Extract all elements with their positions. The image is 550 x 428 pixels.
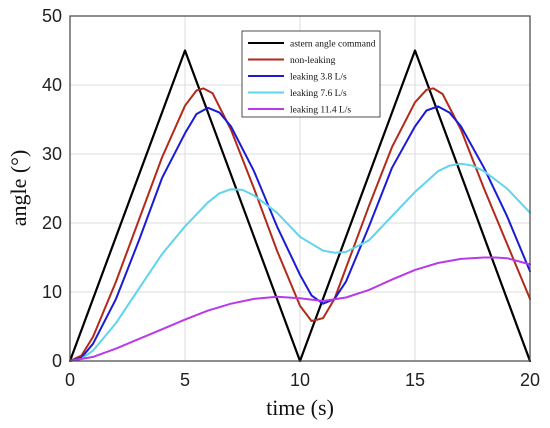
x-tick-label: 15 xyxy=(405,370,425,390)
legend-entry: non-leaking xyxy=(290,56,336,66)
x-tick-label: 5 xyxy=(180,370,190,390)
y-tick-label: 40 xyxy=(42,75,62,95)
y-tick-label: 30 xyxy=(42,144,62,164)
legend-entry: leaking 7.6 L/s xyxy=(290,89,347,99)
y-axis-label: angle (°) xyxy=(6,150,31,227)
series-line-3 xyxy=(69,162,531,362)
y-tick-label: 10 xyxy=(42,282,62,302)
series-lines xyxy=(68,49,532,363)
legend-entry: leaking 11.4 L/s xyxy=(290,106,351,116)
x-tick-label: 0 xyxy=(65,370,75,390)
legend-entry: astern angle command xyxy=(290,40,376,50)
x-tick-label: 10 xyxy=(290,370,310,390)
legend-entry: leaking 3.8 L/s xyxy=(290,73,347,83)
y-tick-label: 50 xyxy=(42,6,62,26)
x-tick-labels: 0 5 10 15 20 xyxy=(65,370,540,390)
series-line-1 xyxy=(69,87,531,362)
y-tick-label: 20 xyxy=(42,213,62,233)
legend: astern angle command non-leaking leaking 3… xyxy=(241,30,381,118)
x-axis-label: time (s) xyxy=(266,395,334,420)
y-tick-labels: 0 10 20 30 40 50 xyxy=(42,6,62,371)
y-tick-label: 0 xyxy=(52,351,62,371)
x-tick-label: 20 xyxy=(520,370,540,390)
series-line-4 xyxy=(69,256,531,362)
plot-frame xyxy=(69,15,531,362)
series-line-2 xyxy=(69,105,531,362)
legend-box xyxy=(241,30,381,118)
